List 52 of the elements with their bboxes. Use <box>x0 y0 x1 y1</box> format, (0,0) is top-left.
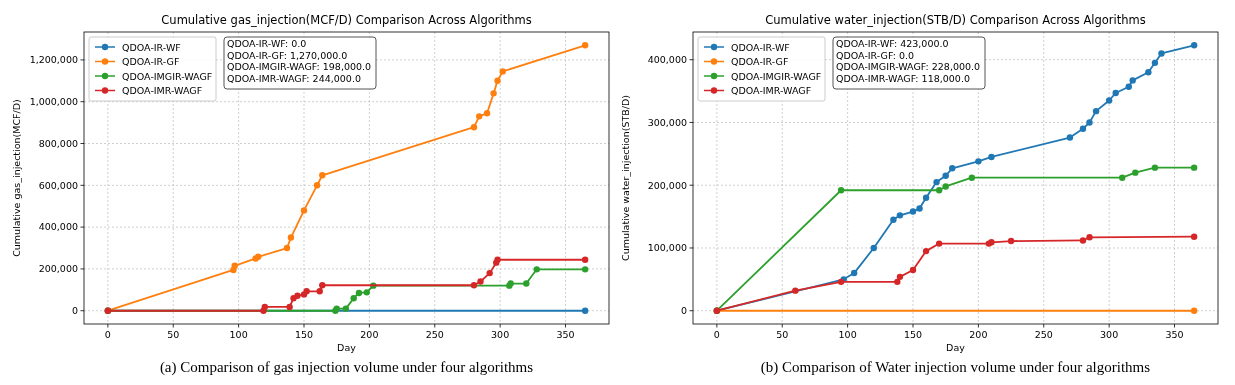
y-axis-title: Cumulative water_injection(STB/D) <box>620 95 631 261</box>
x-tick-label: 150 <box>294 329 314 340</box>
y-tick-label: 0 <box>680 305 687 317</box>
annotation: QDOA-IMR-WAGF: 118,000.0 <box>836 72 970 84</box>
x-tick-label: 300 <box>491 329 510 340</box>
legend-label: QDOA-IMR-WAGF <box>731 85 812 96</box>
y-tick-label: 600,000 <box>38 179 78 191</box>
annotation: QDOA-IMR-WAGF: 244,000.0 <box>227 72 361 84</box>
x-tick-label: 200 <box>360 329 379 340</box>
x-tick-label: 50 <box>776 329 789 340</box>
x-tick-label: 0 <box>713 329 720 340</box>
text: (b) Comparison of Water injection volume under four algorithms <box>760 359 1151 376</box>
annotation: QDOA-IR-WF: 423,000.0 <box>836 38 949 49</box>
x-axis-title: Day <box>337 342 357 353</box>
legend-label: QDOA-IMGIR-WAGF <box>122 70 213 82</box>
x-tick-label: 350 <box>556 329 575 340</box>
y-tick-label: 1,000,000 <box>29 96 78 108</box>
legend-label: QDOA-IR-GF <box>122 56 180 67</box>
annotation: QDOA-IMGIR-WAGF: 198,000.0 <box>227 61 372 72</box>
legend-label: QDOA-IMR-WAGF <box>122 85 203 96</box>
x-tick-label: 300 <box>1100 329 1119 340</box>
annotation: QDOA-IMGIR-WAGF: 228,000.0 <box>836 61 981 72</box>
x-tick-label: 200 <box>969 329 988 340</box>
x-tick-label: 250 <box>425 329 444 340</box>
annotation: QDOA-IR-WF: 0.0 <box>227 38 307 49</box>
x-tick-label: 50 <box>167 329 180 340</box>
legend-label: QDOA-IMGIR-WAGF <box>731 70 822 82</box>
y-tick-label: 100,000 <box>647 242 687 254</box>
x-tick-label: 0 <box>104 329 111 340</box>
y-axis-title: Cumulative gas_injection(MCF/D) <box>11 99 22 257</box>
text: (a) Comparison of gas injection volume under four algorithms <box>159 359 534 376</box>
y-tick-label: 300,000 <box>647 116 687 128</box>
y-tick-label: 400,000 <box>647 54 687 66</box>
x-tick-label: 150 <box>903 329 923 340</box>
y-tick-label: 200,000 <box>38 263 78 275</box>
x-tick-label: 100 <box>229 329 248 340</box>
annotation: QDOA-IR-GF: 0.0 <box>836 49 915 61</box>
legend-label: QDOA-IR-WF <box>731 41 790 53</box>
legend-label: QDOA-IR-GF <box>731 56 789 67</box>
x-tick-label: 250 <box>1034 329 1053 340</box>
x-tick-label: 350 <box>1165 329 1184 340</box>
x-axis-title: Day <box>946 342 966 353</box>
y-tick-label: 800,000 <box>38 137 78 149</box>
y-tick-label: 400,000 <box>38 221 78 233</box>
y-tick-label: 200,000 <box>647 179 687 191</box>
x-tick-label: 100 <box>838 329 857 340</box>
legend-label: QDOA-IR-WF <box>122 41 181 53</box>
y-tick-label: 1,200,000 <box>29 54 78 66</box>
annotation: QDOA-IR-GF: 1,270,000.0 <box>227 49 348 61</box>
chart-title: Cumulative water_injection(STB/D) Comparison Across Algorithms <box>765 13 1146 27</box>
chart-title: Cumulative gas_injection(MCF/D) Comparison Across Algorithms <box>161 13 532 27</box>
y-tick-label: 0 <box>71 305 78 317</box>
